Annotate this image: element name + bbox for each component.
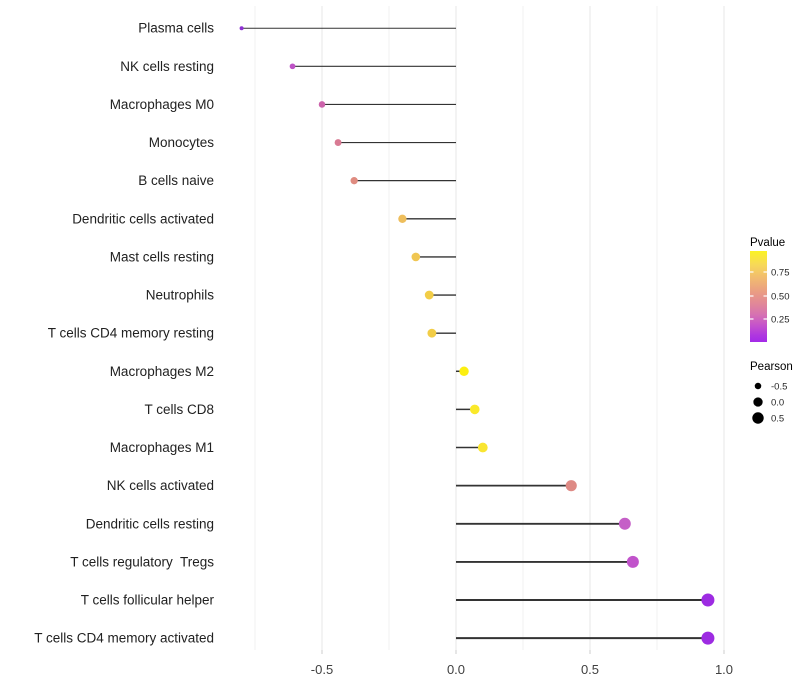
y-axis-label: NK cells resting bbox=[120, 59, 214, 74]
colorbar-tick-label: 0.25 bbox=[771, 315, 790, 326]
y-axis-label: Macrophages M0 bbox=[110, 97, 214, 112]
lollipop-point bbox=[626, 555, 639, 568]
lollipop-point bbox=[459, 366, 469, 376]
y-axis-label: B cells naive bbox=[138, 173, 214, 188]
lollipop-point bbox=[701, 593, 715, 607]
lollipop-point bbox=[469, 404, 480, 415]
y-axis-label: Plasma cells bbox=[138, 21, 214, 36]
y-axis-label: Dendritic cells activated bbox=[72, 211, 214, 226]
lollipop-point bbox=[350, 177, 358, 185]
y-axis-label: T cells CD8 bbox=[144, 402, 214, 417]
x-tick-label: 1.0 bbox=[715, 662, 733, 677]
y-axis-label: Dendritic cells resting bbox=[86, 516, 214, 531]
lollipop-point bbox=[318, 101, 326, 108]
colorbar-tick-label: 0.50 bbox=[771, 292, 790, 303]
pearson-size-label: -0.5 bbox=[771, 382, 787, 393]
lollipop-point bbox=[334, 139, 342, 147]
lollipop-point bbox=[289, 63, 296, 70]
y-axis-label: T cells follicular helper bbox=[81, 593, 215, 608]
y-axis-label: T cells regulatory Tregs bbox=[70, 554, 214, 569]
pvalue-legend-title: Pvalue bbox=[750, 237, 785, 249]
y-axis-label: Macrophages M2 bbox=[110, 364, 214, 379]
pvalue-colorbar-ticks: 0.75 0.50 0.25 bbox=[750, 268, 790, 326]
lollipop-point bbox=[239, 26, 244, 31]
x-tick-label: 0.5 bbox=[581, 662, 599, 677]
colorbar-tick-label: 0.75 bbox=[771, 268, 790, 279]
lollipop-point bbox=[477, 442, 488, 453]
y-axis-label: NK cells activated bbox=[107, 478, 214, 493]
lollipop-point bbox=[701, 631, 715, 645]
x-tick-label: -0.5 bbox=[311, 662, 333, 677]
pearson-size-label: 0.0 bbox=[771, 398, 784, 409]
pvalue-colorbar bbox=[750, 251, 767, 342]
lollipop-point bbox=[565, 480, 577, 492]
pearson-size-dot bbox=[753, 397, 763, 407]
y-axis-label: Neutrophils bbox=[146, 288, 215, 303]
pearson-legend-title: Pearson bbox=[750, 361, 793, 373]
pearson-size-legend: -0.5 0.0 0.5 bbox=[752, 382, 787, 425]
lollipop-point bbox=[411, 252, 421, 262]
y-axis-label: T cells CD4 memory activated bbox=[34, 631, 214, 646]
pearson-size-dot bbox=[752, 412, 764, 424]
pearson-size-label: 0.5 bbox=[771, 414, 784, 425]
lollipop-point bbox=[424, 290, 434, 300]
y-axis-label: Macrophages M1 bbox=[110, 440, 214, 455]
x-tick-label: 0.0 bbox=[447, 662, 465, 677]
plot-panel: -0.5 0.0 0.5 1.0 Plasma cells NK cells restin… bbox=[34, 6, 733, 677]
y-axis-label: Mast cells resting bbox=[110, 249, 214, 264]
lollipop-point bbox=[427, 328, 437, 338]
lollipop-point bbox=[618, 517, 631, 530]
y-axis-label: Monocytes bbox=[149, 135, 215, 150]
pearson-size-dot bbox=[754, 382, 762, 390]
lollipop-point bbox=[398, 214, 407, 223]
y-axis-label: T cells CD4 memory resting bbox=[48, 326, 214, 341]
